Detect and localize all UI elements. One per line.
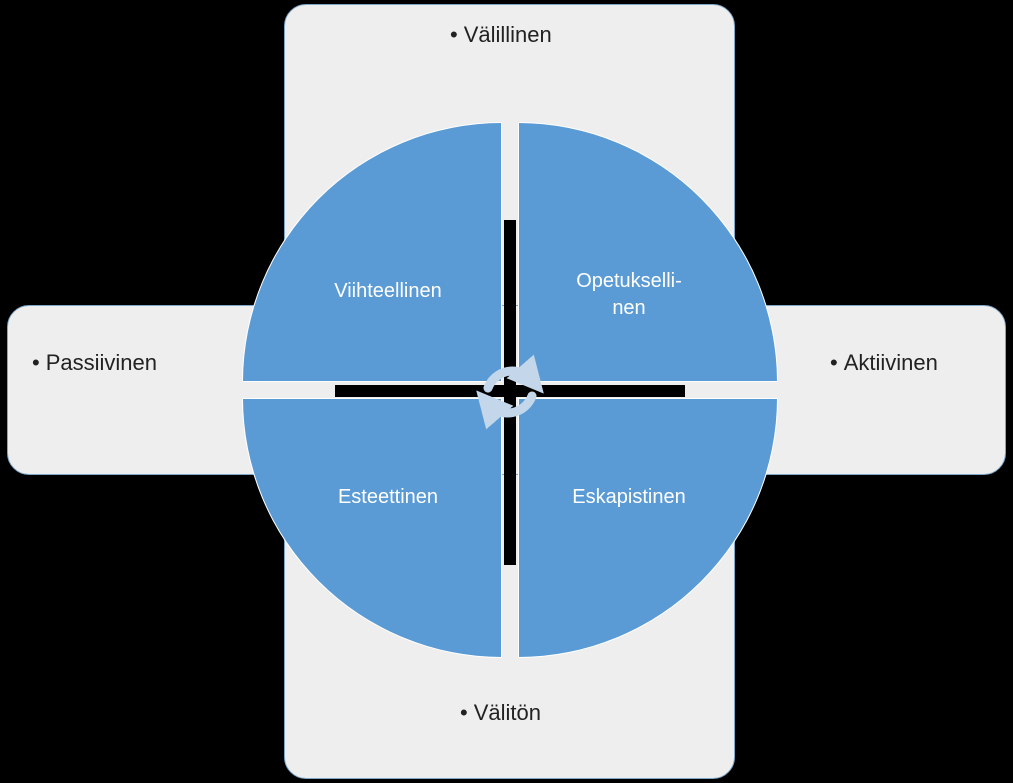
quadrant-bottom-right: Eskapistinen <box>518 398 778 658</box>
quadrant-top-right-label: Opetukselli- nen <box>544 268 714 322</box>
bullet-icon: • <box>32 350 40 375</box>
axis-label-left-text: Passiivinen <box>46 350 157 375</box>
axis-label-right-text: Aktiivinen <box>844 350 938 375</box>
axis-label-top-text: Välillinen <box>464 22 552 47</box>
diagram-stage: •Välillinen •Aktiivinen •Välitön •Passii… <box>0 0 1013 783</box>
quadrant-top-left: Viihteellinen <box>242 122 502 382</box>
quadrant-bottom-left: Esteettinen <box>242 398 502 658</box>
axis-label-left: •Passiivinen <box>32 350 157 376</box>
quadrant-top-left-label: Viihteellinen <box>303 278 473 305</box>
cross-vertical <box>504 220 516 565</box>
quadrant-bottom-left-label: Esteettinen <box>303 484 473 511</box>
axis-label-top: •Välillinen <box>450 22 552 48</box>
axis-label-bottom-text: Välitön <box>474 700 541 725</box>
quadrant-top-right: Opetukselli- nen <box>518 122 778 382</box>
bullet-icon: • <box>450 22 458 47</box>
quadrant-bottom-right-label: Eskapistinen <box>544 484 714 511</box>
bullet-icon: • <box>460 700 468 725</box>
axis-label-right: •Aktiivinen <box>830 350 938 376</box>
axis-label-bottom: •Välitön <box>460 700 541 726</box>
bullet-icon: • <box>830 350 838 375</box>
